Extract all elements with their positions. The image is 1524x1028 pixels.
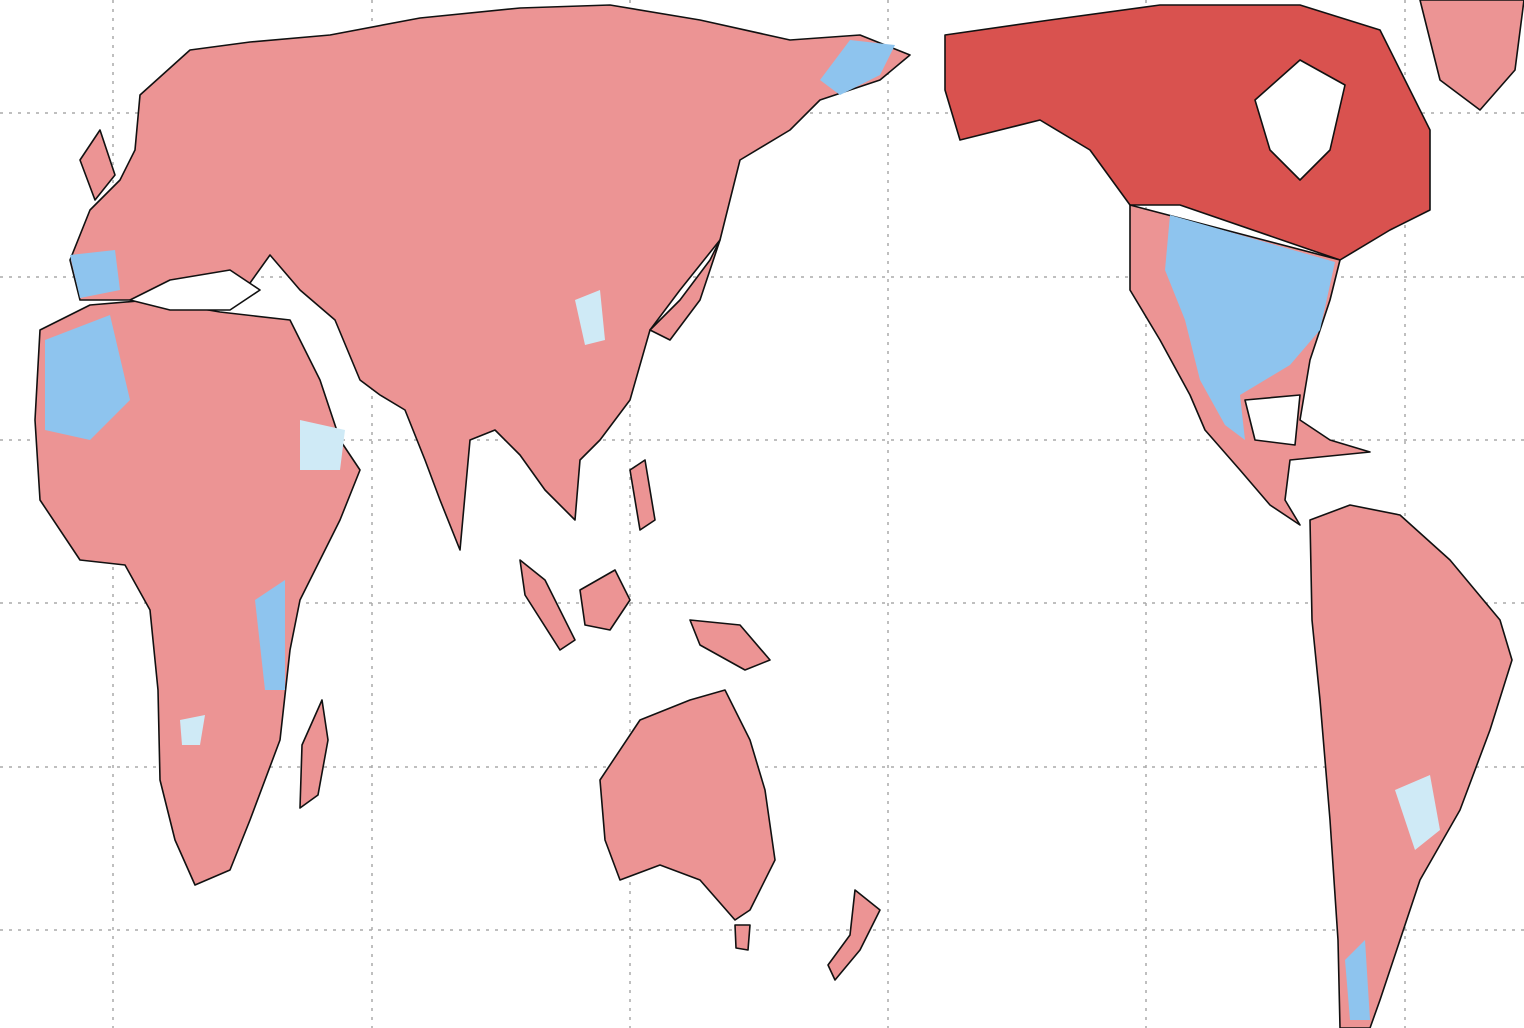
south-america [1309,504,1513,1028]
britain [79,129,116,201]
cold-region-sa [1345,940,1370,1020]
cool-region-tibet [575,290,605,345]
japan [649,239,721,341]
australia [599,689,776,921]
cool-region-arabia [300,420,345,470]
cold-region-us [1165,215,1335,440]
new-guinea [689,619,771,671]
cold-region-east-africa [255,580,285,690]
tasmania [734,924,751,951]
sumatra [519,559,576,651]
cool-region-south-africa [180,715,205,745]
borneo [579,569,631,631]
new-zealand [827,889,881,981]
africa [34,299,361,886]
cool-region-sa [1395,775,1440,850]
madagascar [299,699,329,809]
mediterranean [129,269,261,311]
philippines [629,459,656,531]
cold-region-iberia [70,250,120,298]
greenland [1419,0,1524,111]
gulf-of-mexico [1244,394,1301,446]
cold-region-chukotka [820,40,895,95]
cold-region-nw-africa [45,315,130,440]
hudson-bay [1254,59,1346,181]
